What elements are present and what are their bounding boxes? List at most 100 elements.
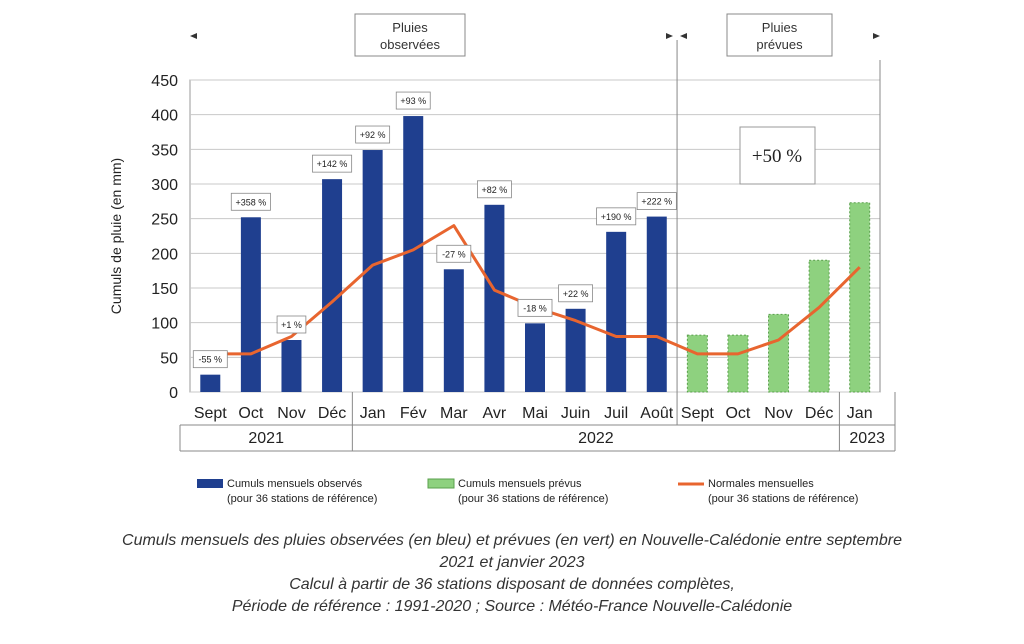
y-tick-label: 50 <box>160 350 178 367</box>
x-tick-label: Nov <box>277 405 305 422</box>
observed-period-box <box>354 13 466 57</box>
x-tick-label: Déc <box>805 405 833 422</box>
bar-value-labels: -55 % +358 % +1 % +142 % +92 % +93 % -27 % +82 … <box>192 91 677 369</box>
x-tick-label: Nov <box>764 405 792 422</box>
y-tick-label: 300 <box>151 177 178 194</box>
legend-swatch-forecast <box>427 478 455 489</box>
observed-bar <box>281 340 302 392</box>
bar-value-label: -55 % <box>199 355 223 365</box>
forecast-bar <box>849 202 871 393</box>
y-tick-label: 450 <box>151 73 178 90</box>
observed-period-left-arrow-icon <box>190 33 197 39</box>
bar-label-box <box>596 207 637 226</box>
observed-bar <box>443 269 464 392</box>
y-tick-label: 150 <box>151 281 178 298</box>
legend-label: Cumuls mensuels prévus <box>458 478 582 490</box>
year-label: 2023 <box>849 430 885 447</box>
legend-swatch-observed <box>197 479 223 488</box>
legend-label: Normales mensuelles <box>708 478 814 490</box>
period-markers: Pluies observées Pluies prévues +50 % <box>190 13 881 425</box>
legend: Cumuls mensuels observés (pour 36 station… <box>197 478 858 505</box>
forecast-period-left-arrow-icon <box>680 33 687 39</box>
x-tick-label: Août <box>640 405 673 422</box>
legend-note: (pour 36 stations de référence) <box>458 493 608 505</box>
legend-note: (pour 36 stations de référence) <box>708 493 858 505</box>
x-tick-label: Fév <box>400 405 427 422</box>
bar-value-label: +358 % <box>235 197 266 207</box>
x-tick-label: Jan <box>847 405 873 422</box>
forecast-bar <box>808 259 830 393</box>
x-tick-label: Oct <box>238 405 263 422</box>
axes: 0 50 100 150 200 250 300 350 400 450 Cumuls de plu… <box>108 73 896 452</box>
caption-line-2: 2021 et janvier 2023 <box>439 554 585 571</box>
y-tick-label: 200 <box>151 246 178 263</box>
observed-bar <box>484 204 505 392</box>
figure-caption: Cumuls mensuels des pluies observées (en… <box>0 530 1024 618</box>
forecast-annotation: +50 % <box>752 146 802 167</box>
bar-label-box <box>558 284 593 303</box>
bars <box>200 116 871 393</box>
forecast-period-box <box>726 13 833 57</box>
legend-note: (pour 36 stations de référence) <box>227 493 377 505</box>
caption-line-4: Période de référence : 1991-2020 ; Sourc… <box>231 598 793 615</box>
x-tick-label: Avr <box>483 405 507 422</box>
bar-value-label: +22 % <box>563 289 589 299</box>
bar-value-label: +190 % <box>601 212 632 222</box>
x-tick-label: Jan <box>360 405 386 422</box>
bar-label-box <box>192 350 228 369</box>
bar-label-box <box>517 298 553 317</box>
x-tick-label: Sept <box>681 405 714 422</box>
bar-label-box <box>276 315 307 334</box>
observed-bar <box>525 323 545 392</box>
bar-label-box <box>477 180 512 199</box>
x-tick-label: Déc <box>318 405 346 422</box>
y-axis-title: Cumuls de pluie (en mm) <box>108 158 124 314</box>
rainfall-chart: Pluies observées Pluies prévues +50 % -55 % +… <box>108 13 896 505</box>
bar-value-label: +82 % <box>482 185 508 195</box>
bar-value-label: +92 % <box>360 130 386 140</box>
period-label-line-2: prévues <box>756 37 803 52</box>
forecast-bar <box>686 334 708 393</box>
caption-line-3: Calcul à partir de 36 stations disposant… <box>289 576 735 593</box>
forecast-bar <box>727 334 749 393</box>
bar-value-label: +93 % <box>400 96 426 106</box>
bar-label-box <box>355 125 391 144</box>
observed-bar <box>200 374 221 392</box>
bar-label-box <box>636 192 677 210</box>
observed-bar <box>565 308 586 392</box>
period-label-line-1: Pluies <box>392 20 428 35</box>
x-tick-label: Oct <box>725 405 750 422</box>
y-tick-label: 350 <box>151 142 178 159</box>
y-tick-label: 400 <box>151 108 178 125</box>
year-label: 2021 <box>248 430 284 447</box>
bar-value-label: +222 % <box>641 197 672 207</box>
observed-bar <box>403 116 424 392</box>
y-tick-label: 100 <box>151 316 178 333</box>
bar-label-box <box>395 91 431 110</box>
forecast-period-right-arrow-icon <box>873 33 880 39</box>
bar-label-box <box>230 192 271 211</box>
forecast-bar <box>768 313 790 393</box>
bar-value-label: +142 % <box>317 159 348 169</box>
observed-period-right-arrow-icon <box>666 33 673 39</box>
legend-label: Cumuls mensuels observés <box>227 478 363 490</box>
bar-value-label: -18 % <box>523 303 547 313</box>
period-label-line-2: observées <box>380 37 440 52</box>
period-label-line-1: Pluies <box>762 20 798 35</box>
x-tick-label: Mai <box>522 405 548 422</box>
bar-value-label: -27 % <box>442 249 466 259</box>
year-label: 2022 <box>578 430 614 447</box>
x-tick-label: Juil <box>604 405 628 422</box>
y-tick-label: 0 <box>169 385 178 402</box>
bar-label-box <box>436 244 472 263</box>
forecast-annotation-box <box>739 126 816 185</box>
observed-bar <box>322 179 343 392</box>
caption-line-1: Cumuls mensuels des pluies observées (en… <box>122 532 902 549</box>
bar-value-label: +1 % <box>281 320 302 330</box>
observed-bar <box>646 216 667 392</box>
y-tick-label: 250 <box>151 212 178 229</box>
x-tick-label: Sept <box>194 405 227 422</box>
x-tick-label: Mar <box>440 405 468 422</box>
observed-bar <box>362 150 383 392</box>
bar-label-box <box>312 154 353 173</box>
